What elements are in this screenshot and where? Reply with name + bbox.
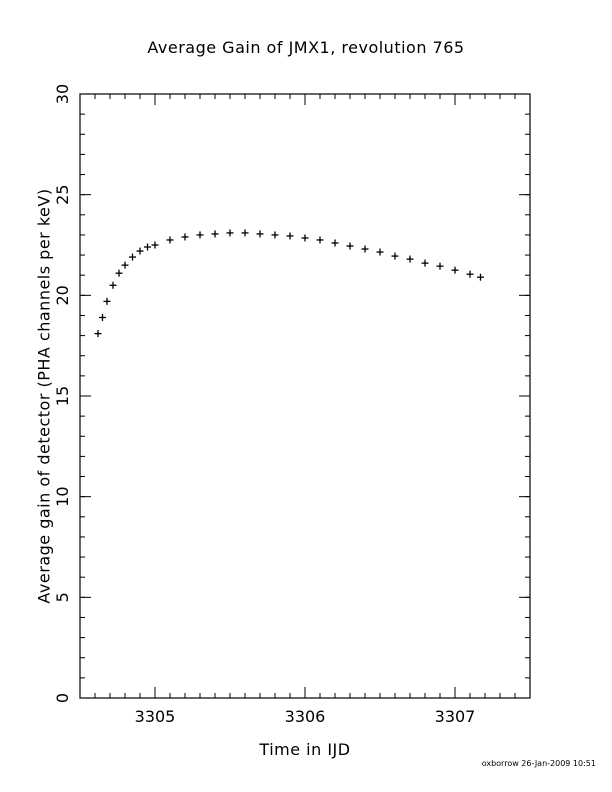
x-axis-label: Time in IJD xyxy=(259,740,351,759)
data-point xyxy=(436,262,444,270)
plot-frame xyxy=(79,93,531,699)
data-point xyxy=(94,330,102,338)
data-points xyxy=(94,229,484,338)
data-point xyxy=(331,239,339,247)
data-point xyxy=(241,229,249,237)
data-point xyxy=(226,229,234,237)
y-tick-label: 10 xyxy=(53,486,72,506)
y-tick-label: 5 xyxy=(53,592,72,602)
y-tick-label: 0 xyxy=(53,693,72,703)
data-point xyxy=(109,281,117,289)
data-point xyxy=(256,230,264,238)
footer-stamp: oxborrow 26-Jan-2009 10:51 xyxy=(481,759,596,768)
data-point xyxy=(129,253,136,261)
data-point xyxy=(181,233,189,241)
data-point xyxy=(99,313,106,321)
data-point xyxy=(286,232,294,240)
data-point xyxy=(301,234,309,242)
data-point xyxy=(166,236,174,244)
chart-title: Average Gain of JMX1, revolution 765 xyxy=(147,38,465,57)
data-point xyxy=(477,273,484,281)
x-tick-label: 3307 xyxy=(435,707,476,726)
y-tick-label: 20 xyxy=(53,285,72,305)
data-point xyxy=(121,261,129,269)
data-point xyxy=(136,247,144,255)
data-point xyxy=(361,245,369,253)
data-point xyxy=(346,242,354,250)
data-point xyxy=(376,248,384,256)
data-point xyxy=(391,252,399,260)
tick-labels: 3305 3306 3307 0 5 10 15 20 25 30 xyxy=(53,84,475,726)
x-tick-label: 3305 xyxy=(135,707,176,726)
y-tick-label: 30 xyxy=(53,84,72,104)
axes-frame xyxy=(79,93,531,699)
y-tick-label: 15 xyxy=(53,386,72,406)
data-point xyxy=(196,231,204,239)
x-tick-label: 3306 xyxy=(285,707,326,726)
data-point xyxy=(406,255,414,263)
y-axis-label: Average gain of detector (PHA channels p… xyxy=(34,188,54,604)
data-point xyxy=(115,269,123,277)
y-tick-label: 25 xyxy=(53,184,72,204)
data-point xyxy=(316,236,324,244)
data-point xyxy=(211,230,219,238)
data-point xyxy=(466,270,474,278)
data-point xyxy=(421,259,429,267)
data-point xyxy=(451,266,459,274)
data-point xyxy=(144,243,151,251)
data-point xyxy=(151,241,159,249)
data-point xyxy=(103,297,111,305)
data-point xyxy=(271,231,279,239)
